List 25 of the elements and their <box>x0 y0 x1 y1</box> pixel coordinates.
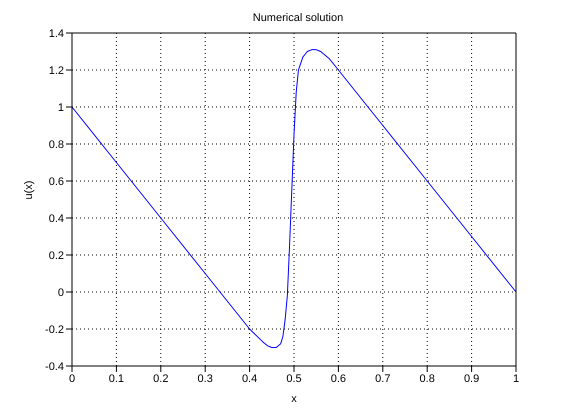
y-axis-title: u(x) <box>22 180 35 200</box>
chart-title: Numerical solution <box>252 12 344 24</box>
y-tick-label: 1 <box>58 102 64 114</box>
y-tick-label: 0.8 <box>48 138 64 151</box>
line-series <box>72 49 516 348</box>
x-tick-label: 1 <box>512 372 520 385</box>
y-tick-label: -0.4 <box>45 360 64 373</box>
y-tick-label: 0.4 <box>48 212 64 225</box>
x-tick-label: 0 <box>68 372 76 385</box>
x-tick-label: 0.6 <box>330 372 346 385</box>
y-tick-label: -0.2 <box>45 324 64 336</box>
x-tick-label: 0.4 <box>242 372 258 385</box>
y-tick-label: 0 <box>58 286 64 299</box>
y-tick-label: 0.2 <box>48 250 64 262</box>
x-tick-label: 0.8 <box>420 372 435 385</box>
x-tick-label: 0.2 <box>153 372 168 385</box>
x-tick-label: 0.3 <box>198 372 213 385</box>
y-tick-label: 1.4 <box>48 28 64 40</box>
y-tick-label: 0.6 <box>48 176 64 188</box>
x-tick-label: 0.9 <box>464 372 480 385</box>
y-tick-label: 1.2 <box>48 64 64 77</box>
x-tick-label: 0.7 <box>375 372 390 385</box>
x-tick-label: 0.1 <box>108 372 124 385</box>
x-tick-label: 0.5 <box>286 372 302 385</box>
x-axis-title: x <box>291 393 298 405</box>
